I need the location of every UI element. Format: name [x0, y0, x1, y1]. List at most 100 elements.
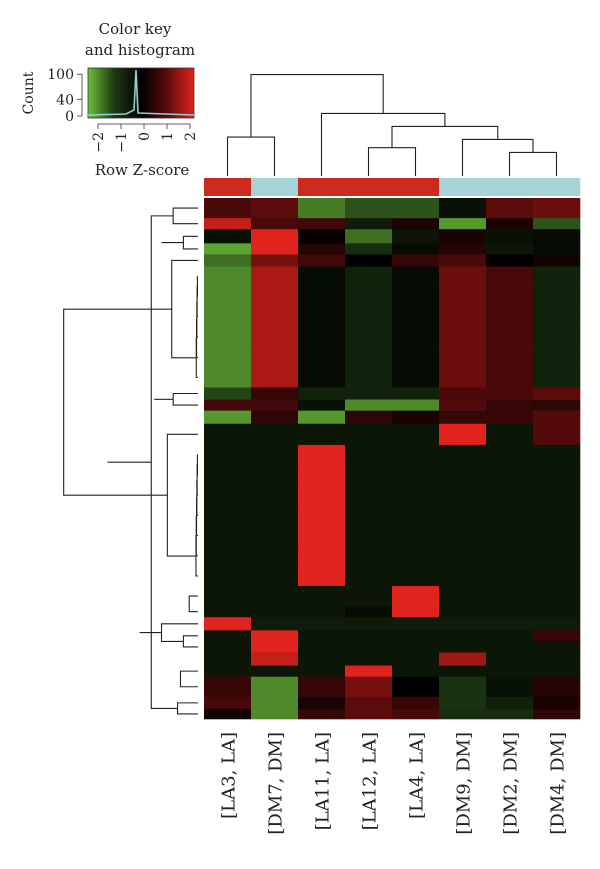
dendrogram-branch [150, 215, 178, 709]
heatmap-cell [251, 399, 299, 411]
heatmap-cell [345, 652, 393, 666]
heatmap-cell [392, 229, 440, 244]
heatmap-cell [533, 630, 581, 642]
heatmap-cell [392, 243, 440, 255]
column-label: [DM7, DM] [266, 732, 287, 835]
heatmap-cell [298, 326, 346, 348]
heatmap-cell [486, 326, 534, 348]
heatmap-cell [486, 545, 534, 567]
heatmap-cell [204, 545, 252, 567]
heatmap-cell [533, 243, 581, 255]
heatmap-cell [345, 367, 393, 388]
heatmap-cell [204, 399, 252, 411]
heatmap-cell [439, 198, 487, 219]
count-axis-ticks: 040 100 [47, 67, 82, 125]
color-key-histogram [87, 69, 195, 116]
heatmap-cell [533, 326, 581, 348]
heatmap-cell [486, 399, 534, 411]
column-label: [LA12, LA] [360, 732, 381, 830]
heatmap-cell [298, 254, 346, 267]
heatmap-cell [251, 505, 299, 526]
heatmap-cell [392, 485, 440, 506]
heatmap-cell [251, 286, 299, 308]
heatmap-cell [533, 606, 581, 618]
heatmap-cell [251, 347, 299, 368]
heatmap-cell [439, 266, 487, 287]
heatmap-cell [486, 630, 534, 642]
heatmap-cell [486, 525, 534, 546]
heatmap-cell [251, 367, 299, 388]
heatmap-cell [439, 617, 487, 631]
heatmap-cell [204, 444, 252, 466]
heatmap-cell [392, 525, 440, 546]
heatmap-cell [345, 444, 393, 466]
heatmap-cell [439, 423, 487, 446]
heatmap-cell [298, 229, 346, 244]
heatmap-cell [392, 410, 440, 425]
heatmap-cell [533, 696, 581, 710]
heatmap-cell [392, 347, 440, 368]
heatmap-cell [439, 676, 487, 698]
dendrogram-branch [367, 147, 417, 176]
heatmap-cell [298, 367, 346, 388]
dendrogram-branch [188, 595, 198, 613]
heatmap-cell [251, 630, 299, 642]
heatmap-cell [251, 708, 299, 720]
heatmap-cell [392, 617, 440, 631]
heatmap-cell [204, 326, 252, 348]
heatmap-cell [533, 266, 581, 287]
heatmap-cell [251, 243, 299, 255]
heatmap-cell [533, 198, 581, 219]
heatmap-cell [345, 410, 393, 425]
color-key-title: Color key [99, 20, 172, 38]
heatmap-cell [392, 326, 440, 348]
heatmap-cell [533, 505, 581, 526]
heatmap-cell [439, 243, 487, 255]
heatmap-cell [392, 606, 440, 618]
dendrogram-branch [172, 207, 198, 225]
heatmap-cell [251, 617, 299, 631]
heatmap-cell [298, 243, 346, 255]
color-key-gradient-bar [87, 67, 195, 119]
row-dendrogram [64, 207, 198, 715]
heatmap-cell [345, 525, 393, 546]
heatmap-cell [439, 545, 487, 567]
heatmap-cell [298, 606, 346, 618]
heatmap-cell [251, 444, 299, 466]
heatmap-cell [345, 617, 393, 631]
heatmap-cell [251, 696, 299, 710]
heatmap-cell [533, 652, 581, 666]
heatmap-cell [533, 286, 581, 308]
heatmap-cell [439, 641, 487, 653]
heatmap-cell [439, 465, 487, 486]
heatmap-cell [533, 525, 581, 546]
column-group-cell [204, 178, 252, 196]
heatmap-cell [392, 198, 440, 219]
heatmap-cell [392, 254, 440, 267]
heatmap-cell [533, 465, 581, 486]
heatmap-cell [533, 585, 581, 607]
heatmap-cell [345, 505, 393, 526]
heatmap-cell [251, 606, 299, 618]
heatmap-cell [251, 545, 299, 567]
heatmap-cell [204, 505, 252, 526]
heatmap-cell [298, 585, 346, 607]
heatmap-cell [298, 266, 346, 287]
heatmap-cell [345, 585, 393, 607]
heatmap-cell [251, 641, 299, 653]
dendrogram-branch [182, 635, 198, 648]
dendrogram-branch [320, 112, 446, 176]
heatmap-cell [251, 266, 299, 287]
column-group-cell [533, 178, 581, 196]
zscore-tick-label: −2 [91, 132, 107, 153]
dendrogram-branch [166, 433, 198, 557]
heatmap-cell [345, 676, 393, 698]
column-group-cell [392, 178, 440, 196]
heatmap-cell [439, 708, 487, 720]
count-tick-label: 0 [65, 109, 74, 125]
heatmap-cell [251, 254, 299, 267]
heatmap-cell [486, 218, 534, 230]
heatmap-cell [345, 218, 393, 230]
heatmap-cell [345, 306, 393, 328]
